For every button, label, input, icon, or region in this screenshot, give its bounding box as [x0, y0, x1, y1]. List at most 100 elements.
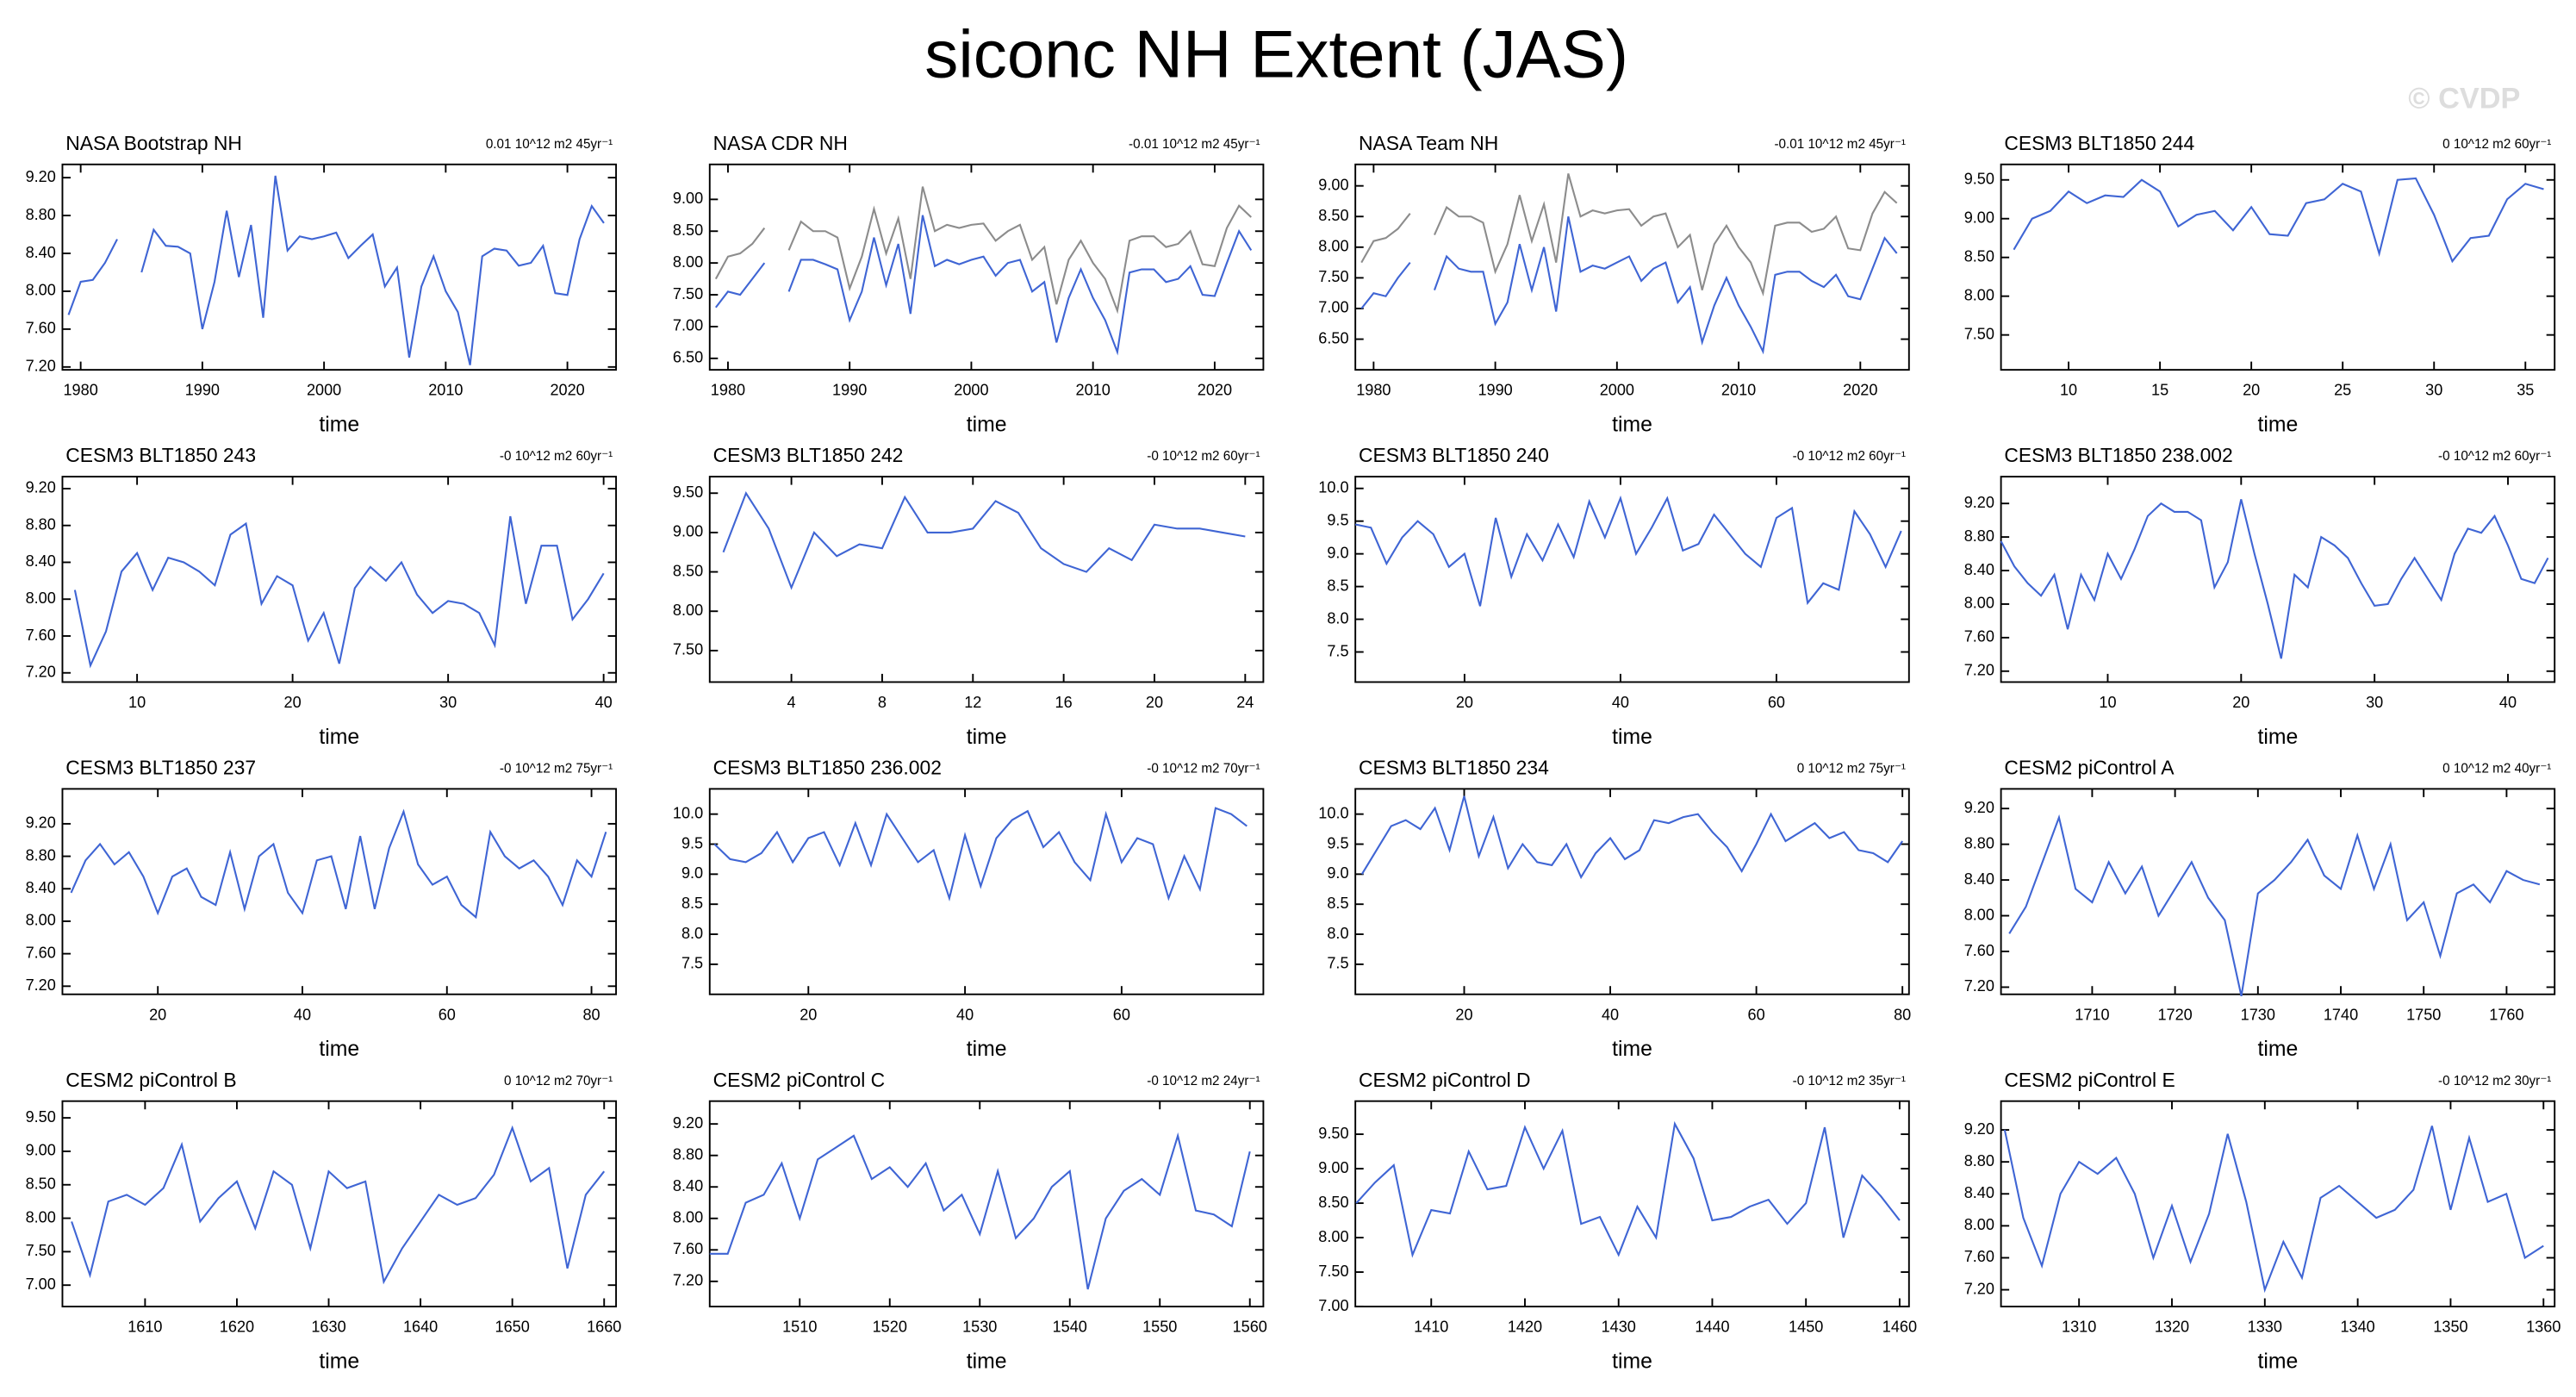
x-tick-label: 1610 [128, 1319, 162, 1336]
x-tick-label: 40 [294, 1006, 311, 1023]
trend-label: -0 10^12 m2 60yr⁻¹ [500, 449, 613, 464]
x-tick-label: 2000 [954, 382, 988, 399]
x-tick-label: 4 [787, 694, 796, 711]
x-tick-label: 15 [2151, 382, 2168, 399]
y-tick-label: 8.50 [1318, 1194, 1348, 1211]
panel: CESM3 BLT1850 244 0 10^12 m2 60yr⁻¹ time 7.… [1964, 132, 2556, 437]
y-tick-label: 7.20 [1964, 662, 1994, 679]
y-tick-label: 10.0 [1318, 804, 1348, 821]
series-line [1355, 1120, 1901, 1258]
panel-title: NASA Team NH [1359, 132, 1498, 154]
trend-label: 0 10^12 m2 70yr⁻¹ [504, 1074, 613, 1088]
y-tick-label: 7.5 [681, 955, 703, 972]
panel: CESM3 BLT1850 240 -0 10^12 m2 60yr⁻¹ time 7… [1318, 444, 1910, 749]
panel-title: CESM3 BLT1850 236.002 [713, 757, 942, 779]
x-tick-label: 20 [149, 1006, 166, 1023]
plot-frame [1354, 476, 1910, 683]
trend-label: -0 10^12 m2 60yr⁻¹ [1793, 449, 1906, 464]
x-tick-label: 2010 [428, 382, 463, 399]
x-tick-label: 1360 [2526, 1319, 2560, 1336]
x-axis-label: time [967, 1038, 1007, 1061]
x-tick-label: 10 [2099, 694, 2116, 711]
y-tick-label: 6.50 [1318, 329, 1348, 346]
y-tick-label: 8.00 [1964, 906, 1994, 923]
x-tick-label: 1420 [1508, 1319, 1542, 1336]
y-tick-label: 9.00 [673, 190, 703, 207]
trend-label: -0.01 10^12 m2 45yr⁻¹ [1129, 137, 1260, 152]
x-axis-label: time [1612, 1038, 1652, 1061]
trend-label: -0 10^12 m2 70yr⁻¹ [1147, 762, 1260, 776]
x-axis-label: time [2258, 1038, 2299, 1061]
y-tick-label: 8.5 [1327, 577, 1348, 594]
x-axis-label: time [1612, 1350, 1652, 1373]
panel-title: CESM2 piControl D [1359, 1069, 1531, 1091]
watermark: © CVDP [2408, 82, 2520, 115]
y-tick-label: 9.0 [681, 864, 703, 882]
y-tick-label: 7.00 [26, 1275, 56, 1293]
trend-label: 0 10^12 m2 75yr⁻¹ [1797, 762, 1906, 776]
y-tick-label: 7.00 [1318, 1297, 1348, 1314]
x-tick-label: 2010 [1076, 382, 1111, 399]
trend-label: -0 10^12 m2 60yr⁻¹ [1147, 449, 1260, 464]
series-line [2003, 1126, 2544, 1294]
series-line [714, 186, 1252, 315]
trend-label: -0 10^12 m2 35yr⁻¹ [1793, 1074, 1906, 1088]
x-tick-label: 40 [1612, 694, 1629, 711]
x-tick-label: 1560 [1233, 1319, 1267, 1336]
series-line [1360, 795, 1904, 880]
series-line [2000, 499, 2549, 659]
y-tick-label: 8.00 [1318, 1228, 1348, 1245]
plot-frame [708, 163, 1265, 371]
x-tick-label: 1430 [1602, 1319, 1636, 1336]
y-tick-label: 7.60 [26, 627, 56, 644]
panel-title: CESM2 piControl B [65, 1069, 236, 1091]
panel: NASA Bootstrap NH 0.01 10^12 m2 45yr⁻¹ tim… [26, 132, 618, 437]
panel-title: CESM3 BLT1850 234 [1359, 757, 1549, 779]
y-tick-label: 8.40 [26, 244, 56, 261]
y-tick-label: 8.0 [1327, 609, 1348, 627]
plot-frame [2000, 1100, 2556, 1308]
panel-title: CESM3 BLT1850 240 [1359, 444, 1549, 466]
x-axis-label: time [319, 1350, 359, 1373]
y-tick-label: 9.5 [1327, 834, 1348, 851]
x-tick-label: 1530 [962, 1319, 997, 1336]
panel: NASA Team NH -0.01 10^12 m2 45yr⁻¹ time 6.5… [1318, 132, 1910, 437]
y-tick-label: 9.00 [26, 1142, 56, 1159]
panel: CESM3 BLT1850 242 -0 10^12 m2 60yr⁻¹ time 7… [673, 444, 1265, 749]
x-tick-label: 30 [439, 694, 457, 711]
x-tick-label: 60 [1113, 1006, 1130, 1023]
y-tick-label: 7.00 [1318, 299, 1348, 316]
y-tick-label: 8.80 [673, 1145, 703, 1163]
x-tick-label: 40 [2499, 694, 2517, 711]
y-tick-label: 7.50 [1318, 1263, 1348, 1280]
panel: CESM3 BLT1850 243 -0 10^12 m2 60yr⁻¹ time 7… [26, 444, 618, 749]
panel-title: CESM3 BLT1850 242 [713, 444, 904, 466]
x-tick-label: 16 [1055, 694, 1073, 711]
x-tick-label: 1440 [1695, 1319, 1729, 1336]
y-tick-label: 8.50 [26, 1176, 56, 1193]
y-tick-label: 7.50 [673, 641, 703, 658]
x-tick-label: 1640 [403, 1319, 438, 1336]
y-tick-label: 7.5 [1327, 955, 1348, 972]
x-tick-label: 1980 [711, 382, 745, 399]
trend-label: -0 10^12 m2 24yr⁻¹ [1147, 1074, 1260, 1088]
x-tick-label: 1740 [2324, 1006, 2358, 1023]
x-tick-label: 20 [1146, 694, 1163, 711]
series-line [1360, 216, 1898, 355]
panel: CESM3 BLT1850 236.002 -0 10^12 m2 70yr⁻¹ t… [673, 757, 1265, 1061]
y-tick-label: 8.80 [1964, 527, 1994, 545]
series-line [713, 807, 1248, 902]
panel-title: CESM3 BLT1850 243 [65, 444, 256, 466]
x-tick-label: 12 [964, 694, 981, 711]
panel-title: CESM2 piControl A [2004, 757, 2175, 779]
y-tick-label: 9.0 [1327, 864, 1348, 882]
x-tick-label: 20 [284, 694, 302, 711]
y-tick-label: 7.60 [1964, 628, 1994, 645]
y-tick-label: 9.50 [673, 483, 703, 501]
x-tick-label: 30 [2366, 694, 2383, 711]
x-axis-label: time [2258, 1350, 2299, 1373]
y-tick-label: 7.00 [673, 317, 703, 334]
y-tick-label: 9.50 [26, 1108, 56, 1126]
